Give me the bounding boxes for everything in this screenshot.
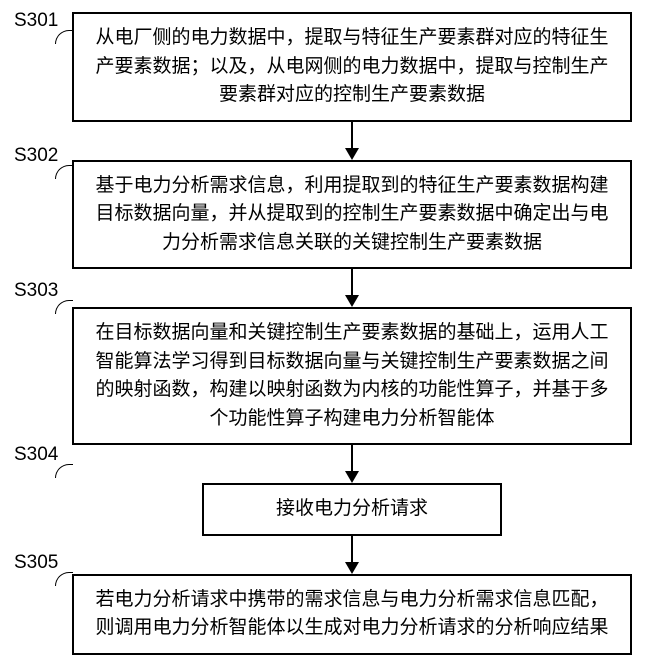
- step-label-s302: S302: [14, 145, 58, 167]
- step-label-s305: S305: [14, 552, 58, 574]
- label-connector: [55, 165, 73, 179]
- arrow-icon: [345, 445, 359, 483]
- step-box-s303: 在目标数据向量和关键控制生产要素数据的基础上，运用人工智能算法学习得到目标数据向…: [72, 307, 632, 445]
- label-connector: [55, 300, 73, 314]
- step-box-s305: 若电力分析请求中携带的需求信息与电力分析需求信息匹配，则调用电力分析智能体以生成…: [72, 574, 632, 655]
- flowchart-container: 从电厂侧的电力数据中，提取与特征生产要素群对应的特征生产要素数据；以及，从电网侧…: [72, 12, 632, 655]
- step-box-s302: 基于电力分析需求信息，利用提取到的特征生产要素数据构建目标数据向量，并从提取到的…: [72, 160, 632, 270]
- label-connector: [55, 572, 73, 586]
- step-label-s304: S304: [14, 444, 58, 466]
- step-label-s301: S301: [14, 10, 58, 32]
- step-box-s301: 从电厂侧的电力数据中，提取与特征生产要素群对应的特征生产要素数据；以及，从电网侧…: [72, 12, 632, 122]
- arrow-icon: [345, 122, 359, 160]
- arrow-icon: [345, 269, 359, 307]
- step-label-s303: S303: [14, 280, 58, 302]
- arrow-icon: [345, 536, 359, 574]
- label-connector: [55, 464, 73, 478]
- step-box-s304: 接收电力分析请求: [202, 483, 502, 536]
- label-connector: [55, 30, 73, 44]
